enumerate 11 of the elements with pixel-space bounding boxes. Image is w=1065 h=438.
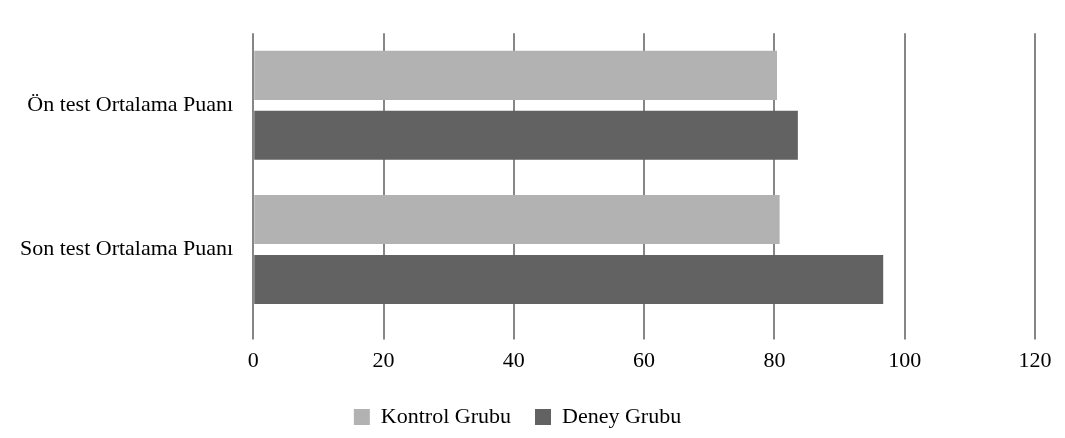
x-tick-label: 60 bbox=[633, 346, 656, 372]
x-tick-label: 120 bbox=[1018, 346, 1052, 372]
x-tick-label: 100 bbox=[888, 346, 922, 372]
x-tick-label: 80 bbox=[763, 346, 786, 372]
y-tick-label: Son test Ortalama Puanı bbox=[19, 235, 234, 261]
y-tick-label: Ön test Ortalama Puanı bbox=[27, 91, 234, 117]
legend-label: Kontrol Grubu bbox=[380, 402, 512, 428]
x-tick-label: 0 bbox=[247, 346, 259, 372]
legend-label: Deney Grubu bbox=[562, 402, 682, 428]
x-tick-label: 40 bbox=[502, 346, 525, 372]
x-tick-label: 20 bbox=[372, 346, 395, 372]
